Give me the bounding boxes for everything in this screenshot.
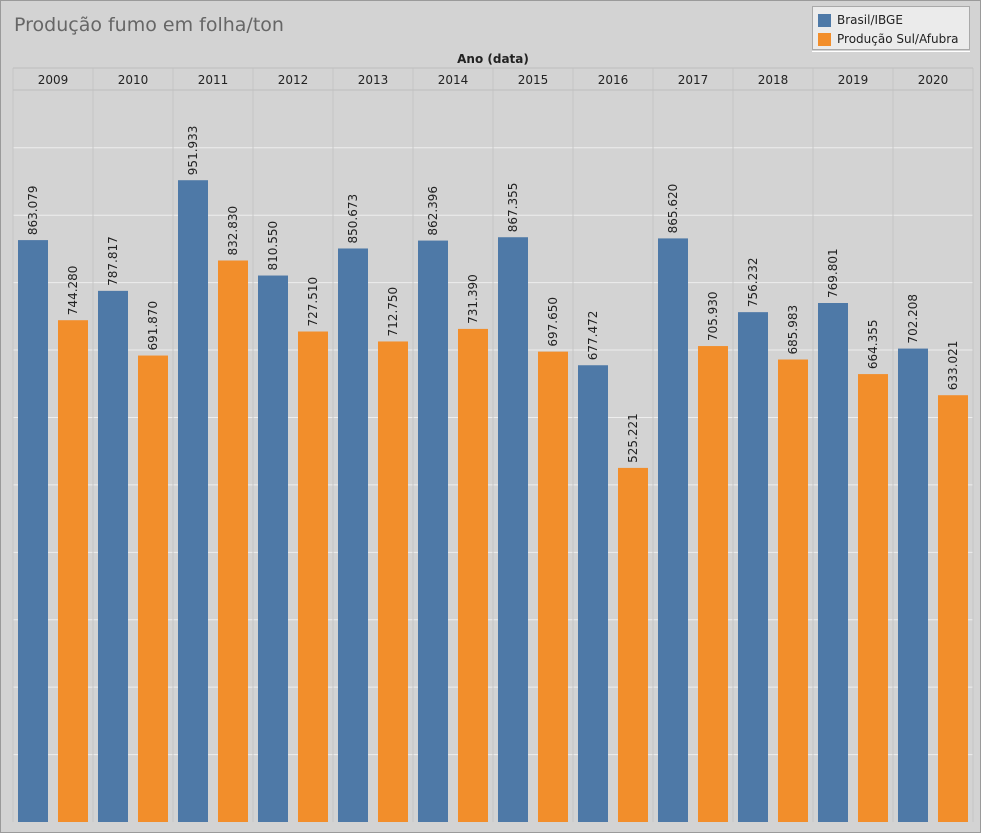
legend-label-producao-sul-afubra: Produção Sul/Afubra	[837, 32, 959, 46]
data-label-producao-sul-afubra-2020: 633.021	[946, 341, 960, 391]
bar-brasil-ibge-2019	[818, 303, 848, 823]
x-tick-label-2009: 2009	[38, 73, 69, 87]
bar-producao-sul-afubra-2015	[538, 351, 568, 822]
x-tick-label-2018: 2018	[758, 73, 789, 87]
gridlines	[12, 68, 974, 822]
bar-brasil-ibge-2011	[178, 180, 208, 822]
bar-brasil-ibge-2020	[898, 348, 928, 822]
bar-producao-sul-afubra-2016	[618, 467, 648, 822]
bar-brasil-ibge-2016	[578, 365, 608, 822]
legend-label-brasil-ibge: Brasil/IBGE	[837, 13, 903, 27]
data-label-brasil-ibge-2018: 756.232	[746, 258, 760, 308]
data-label-producao-sul-afubra-2016: 525.221	[626, 413, 640, 463]
data-label-brasil-ibge-2009: 863.079	[26, 185, 40, 235]
bar-brasil-ibge-2009	[18, 240, 48, 823]
bar-brasil-ibge-2014	[418, 240, 448, 822]
x-tick-label-2016: 2016	[598, 73, 629, 87]
x-tick-label-2019: 2019	[838, 73, 869, 87]
bar-brasil-ibge-2010	[98, 290, 128, 823]
data-label-producao-sul-afubra-2018: 685.983	[786, 305, 800, 355]
x-tick-label-2012: 2012	[278, 73, 309, 87]
data-label-producao-sul-afubra-2014: 731.390	[466, 274, 480, 324]
data-label-brasil-ibge-2010: 787.817	[106, 236, 120, 286]
x-tick-label-2017: 2017	[678, 73, 709, 87]
bar-producao-sul-afubra-2018	[778, 359, 808, 822]
x-tick-label-2014: 2014	[438, 73, 469, 87]
data-label-brasil-ibge-2019: 769.801	[826, 248, 840, 298]
data-label-brasil-ibge-2014: 862.396	[426, 186, 440, 236]
legend-item-brasil-ibge[interactable]: Brasil/IBGE	[818, 11, 903, 29]
x-tick-label-2015: 2015	[518, 73, 549, 87]
legend-swatch-producao-sul-afubra	[818, 32, 831, 46]
bar-producao-sul-afubra-2019	[858, 374, 888, 822]
data-label-producao-sul-afubra-2015: 697.650	[546, 297, 560, 347]
chart-title: Produção fumo em folha/ton	[14, 14, 284, 36]
data-labels: 863.079 787.817 951.933 810.550 850.673 862.3…	[26, 126, 960, 463]
bar-producao-sul-afubra-2014	[458, 328, 488, 822]
data-label-brasil-ibge-2015: 867.355	[506, 183, 520, 233]
data-label-brasil-ibge-2013: 850.673	[346, 194, 360, 244]
x-tick-label-2010: 2010	[118, 73, 149, 87]
legend-swatch-brasil-ibge	[818, 13, 831, 27]
data-label-brasil-ibge-2016: 677.472	[586, 311, 600, 361]
bar-producao-sul-afubra-2013	[378, 341, 408, 822]
data-label-producao-sul-afubra-2011: 832.830	[226, 206, 240, 256]
x-tick-label-2020: 2020	[918, 73, 949, 87]
data-label-brasil-ibge-2011: 951.933	[186, 126, 200, 176]
bar-producao-sul-afubra-2017	[698, 346, 728, 822]
bars	[18, 180, 968, 823]
column-header: Ano (data) 2009 2010 2011 2012 2013 2014 2015 20…	[13, 52, 973, 91]
bar-producao-sul-afubra-2012	[298, 331, 328, 822]
data-label-producao-sul-afubra-2012: 727.510	[306, 277, 320, 327]
data-label-brasil-ibge-2012: 810.550	[266, 221, 280, 271]
data-label-producao-sul-afubra-2010: 691.870	[146, 301, 160, 351]
bar-producao-sul-afubra-2009	[58, 320, 88, 822]
legend-item-producao-sul-afubra[interactable]: Produção Sul/Afubra	[818, 30, 958, 48]
x-tick-label-2013: 2013	[358, 73, 389, 87]
bar-brasil-ibge-2012	[258, 275, 288, 822]
data-label-brasil-ibge-2017: 865.620	[666, 184, 680, 234]
legend-underline	[812, 51, 970, 52]
bar-brasil-ibge-2013	[338, 248, 368, 822]
bar-brasil-ibge-2018	[738, 312, 768, 822]
data-label-producao-sul-afubra-2019: 664.355	[866, 319, 880, 369]
bar-brasil-ibge-2015	[498, 237, 528, 823]
data-label-producao-sul-afubra-2017: 705.930	[706, 291, 720, 341]
bar-producao-sul-afubra-2020	[938, 395, 968, 822]
legend[interactable]: Brasil/IBGE Produção Sul/Afubra	[812, 6, 970, 50]
x-tick-label-2011: 2011	[198, 73, 229, 87]
data-label-producao-sul-afubra-2013: 712.750	[386, 287, 400, 337]
data-label-brasil-ibge-2020: 702.208	[906, 294, 920, 344]
bar-producao-sul-afubra-2011	[218, 260, 248, 823]
x-axis-title: Ano (data)	[457, 52, 529, 66]
data-label-producao-sul-afubra-2009: 744.280	[66, 266, 80, 316]
bar-producao-sul-afubra-2010	[138, 355, 168, 822]
bar-brasil-ibge-2017	[658, 238, 688, 823]
